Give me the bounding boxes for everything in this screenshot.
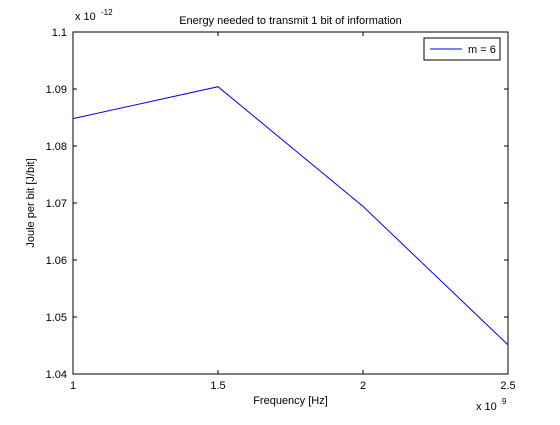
y-tick-label: 1.06 [46,255,67,267]
x-axis-label: Frequency [Hz] [253,395,328,407]
x-multiplier-base: x 10 [476,401,497,413]
y-tick-label: 1.09 [46,84,67,96]
x-tick-label: 1.5 [210,380,225,392]
x-tick-label: 2 [360,380,366,392]
x-multiplier-exponent: 9 [502,397,507,406]
y-tick-label: 1.1 [52,27,67,39]
y-tick-label: 1.07 [46,198,67,210]
chart-title: Energy needed to transmit 1 bit of infor… [179,15,402,27]
x-tick-label: 2.5 [500,380,515,392]
y-axis-label: Joule per bit [J/bit] [25,158,37,247]
x-tick-label: 1 [70,380,76,392]
plot-area-frame [73,32,508,374]
y-multiplier-exponent: -12 [101,8,113,17]
y-multiplier-base: x 10 [75,11,96,23]
legend-label-0: m = 6 [468,44,496,56]
y-tick-label: 1.05 [46,312,67,324]
y-tick-label: 1.08 [46,141,67,153]
y-tick-label: 1.04 [46,369,67,381]
